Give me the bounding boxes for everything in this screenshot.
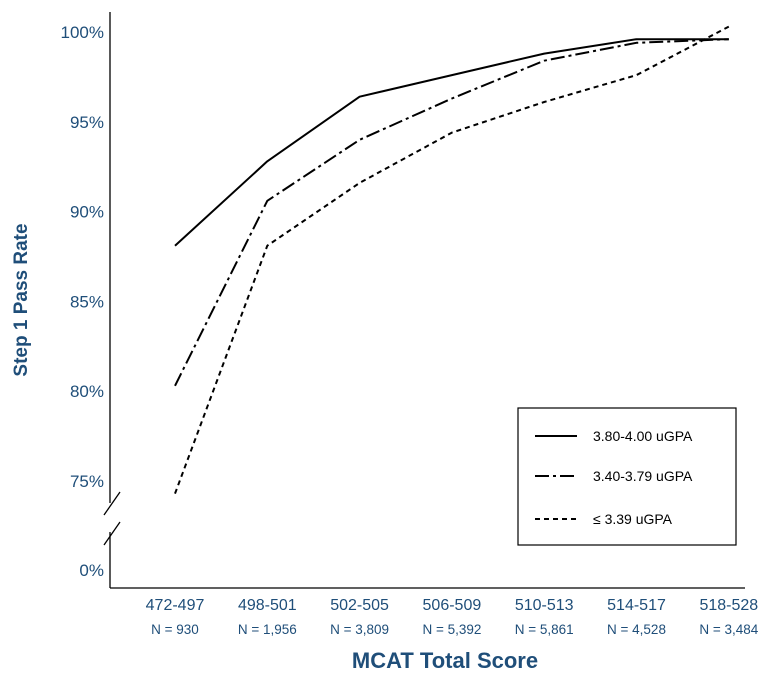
y-tick-label: 80% xyxy=(70,382,104,401)
y-tick-label: 90% xyxy=(70,203,104,222)
y-tick-label: 85% xyxy=(70,292,104,311)
x-sample-size-label: N = 5,392 xyxy=(422,622,481,637)
y-tick-label: 75% xyxy=(70,472,104,491)
y-tick-label-break: 0% xyxy=(79,561,104,580)
x-tick-label: 510-513 xyxy=(515,597,574,614)
y-tick-label: 100% xyxy=(61,23,104,42)
series-lines xyxy=(174,25,730,494)
x-tick-label: 502-505 xyxy=(330,597,389,614)
x-sample-size-label: N = 930 xyxy=(151,622,199,637)
series-line-1 xyxy=(174,38,729,247)
legend-label-3.80-4.00: 3.80-4.00 uGPA xyxy=(593,428,693,444)
x-axis-title: MCAT Total Score xyxy=(352,648,538,673)
x-sample-size-label: N = 5,861 xyxy=(515,622,574,637)
y-axis-ticks: 75% 80% 85% 90% 95% 100% 0% xyxy=(61,23,104,580)
x-tick-label: 518-528 xyxy=(699,597,758,614)
x-sample-size-label: N = 3,809 xyxy=(330,622,389,637)
y-axis-title: Step 1 Pass Rate xyxy=(11,223,32,376)
x-tick-label: 498-501 xyxy=(238,597,297,614)
x-sample-size-label: N = 3,484 xyxy=(699,622,758,637)
axis-break-mark xyxy=(103,491,121,516)
x-tick-label: 506-509 xyxy=(423,597,482,614)
x-sample-size-label: N = 4,528 xyxy=(607,622,666,637)
x-tick-label: 514-517 xyxy=(607,597,666,614)
x-axis-ticks: 472-497 N = 930 498-501 N = 1,956 502-505 N =… xyxy=(146,597,759,637)
legend: 3.80-4.00 uGPA 3.40-3.79 uGPA ≤ 3.39 uGP… xyxy=(517,407,737,546)
legend-box xyxy=(517,407,737,546)
legend-label-3.40-3.79: 3.40-3.79 uGPA xyxy=(593,468,693,484)
axis-break-mark xyxy=(103,521,121,546)
x-tick-label: 472-497 xyxy=(146,597,205,614)
legend-label-le-3.39: ≤ 3.39 uGPA xyxy=(593,511,673,527)
axes xyxy=(103,12,745,589)
x-sample-size-label: N = 1,956 xyxy=(238,622,297,637)
y-tick-label: 95% xyxy=(70,113,104,132)
series-line-3 xyxy=(174,25,730,494)
series-line-2 xyxy=(174,38,729,387)
